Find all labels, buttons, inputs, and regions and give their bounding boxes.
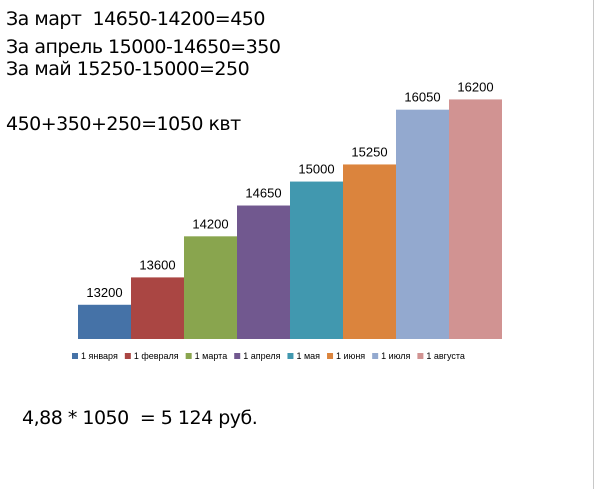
bar-value-label: 14650 xyxy=(245,186,281,201)
legend-swatch xyxy=(234,353,241,359)
bar-value-label: 14200 xyxy=(192,216,228,231)
legend-swatch xyxy=(327,353,334,359)
legend-swatch xyxy=(124,353,131,359)
legend-label: 1 февраля xyxy=(134,351,179,361)
bar-value-label: 15250 xyxy=(351,144,387,159)
bar-labels-layer: 13200 13600 14200 14650 15000 15250 16050 16200 xyxy=(86,79,493,299)
march-calculation: За март 14650-14200=450 xyxy=(6,8,265,30)
bar-1 xyxy=(78,304,131,339)
legend-label: 1 июля xyxy=(381,351,410,361)
bar-6 xyxy=(343,164,396,339)
legend-swatch xyxy=(287,353,294,359)
bar-value-label: 15000 xyxy=(298,162,334,177)
legend-label: 1 августа xyxy=(426,351,465,361)
may-calculation: За май 15250-15000=250 xyxy=(6,58,250,80)
legend-label: 1 января xyxy=(81,351,118,361)
total-consumption: 450+350+250=1050 квт xyxy=(6,113,241,135)
bar-5 xyxy=(290,181,343,339)
bar-value-label: 13200 xyxy=(86,285,122,300)
bar-8 xyxy=(449,99,502,339)
bar-value-label: 13600 xyxy=(139,257,175,272)
legend-swatch xyxy=(72,353,78,359)
legend-label: 1 марта xyxy=(195,351,228,361)
bar-value-label: 16050 xyxy=(404,90,440,105)
bar-value-label: 16200 xyxy=(457,79,493,94)
bars-layer xyxy=(78,99,502,339)
bar-7 xyxy=(396,109,449,339)
bar-3 xyxy=(184,236,237,339)
legend-label: 1 мая xyxy=(296,351,320,361)
right-border-divider xyxy=(593,0,594,489)
cost-calculation: 4,88 * 1050 = 5 124 руб. xyxy=(22,407,258,429)
bar-4 xyxy=(237,205,290,339)
april-calculation: За апрель 15000-14650=350 xyxy=(6,36,281,58)
legend-swatch xyxy=(185,353,192,359)
legend-label: 1 июня xyxy=(336,351,365,361)
legend-swatch xyxy=(372,353,379,359)
legend-swatch xyxy=(417,353,424,359)
bar-2 xyxy=(131,277,184,339)
legend: 1 января 1 февраля 1 марта 1 апреля 1 мая 1 и… xyxy=(72,351,465,361)
legend-label: 1 апреля xyxy=(243,351,280,361)
